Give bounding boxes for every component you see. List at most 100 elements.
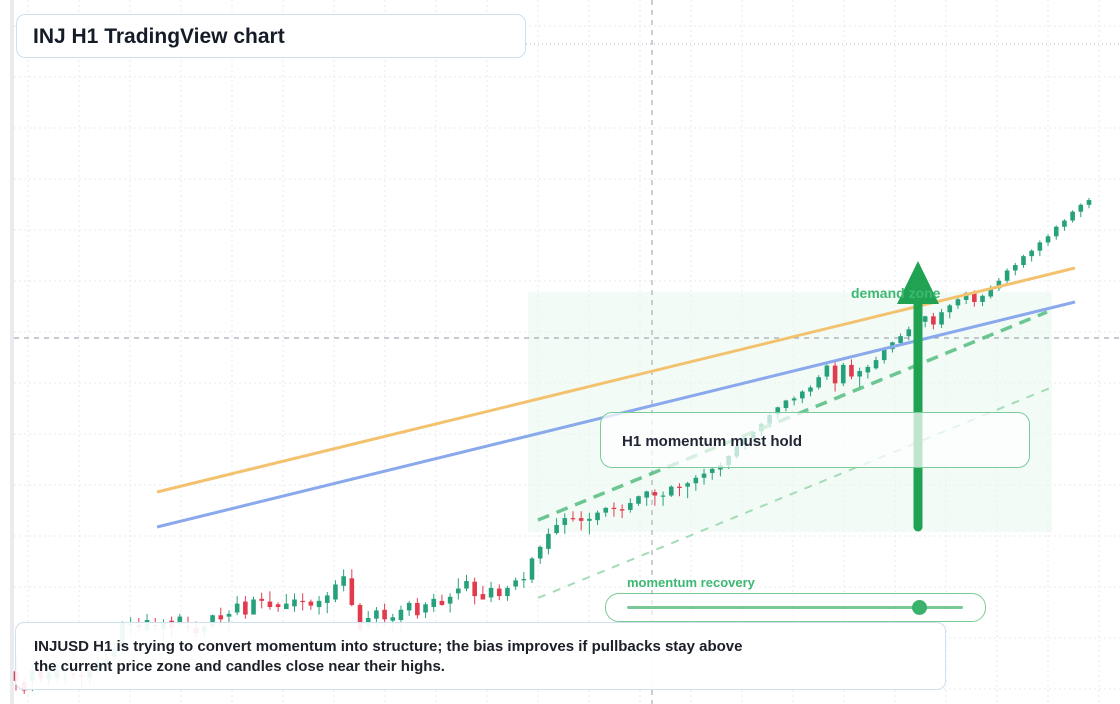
candle-body: [333, 584, 338, 600]
candle: [578, 511, 584, 531]
candle-body: [1029, 250, 1034, 257]
candle: [1021, 254, 1026, 268]
candle: [308, 599, 314, 610]
candle-body: [521, 578, 527, 581]
candle-body: [652, 492, 658, 496]
candle-body: [1004, 270, 1010, 281]
candle-body: [218, 615, 224, 620]
candle: [537, 545, 543, 564]
candle: [546, 528, 551, 555]
candle-body: [267, 601, 273, 608]
candle-body: [415, 602, 420, 616]
candle-body: [1012, 265, 1018, 271]
candle-body: [1037, 242, 1043, 251]
candle-body: [1062, 220, 1067, 227]
candle: [1070, 210, 1075, 223]
candle: [341, 569, 346, 592]
candle: [996, 278, 1002, 292]
candle: [521, 572, 527, 588]
candle-body: [398, 609, 404, 621]
candle-body: [234, 603, 240, 613]
candle: [562, 513, 568, 534]
candle-body: [824, 365, 830, 377]
candle-body: [292, 599, 297, 607]
candle: [505, 585, 510, 601]
candle: [456, 578, 461, 600]
candle: [554, 518, 559, 535]
candle: [570, 511, 576, 522]
candle-body: [791, 398, 797, 401]
candle: [873, 356, 879, 370]
candle-body: [628, 503, 633, 510]
candle: [1004, 268, 1010, 284]
candle: [1012, 262, 1018, 276]
candle-body: [873, 360, 879, 369]
candle-body: [677, 486, 682, 489]
candle: [939, 308, 944, 328]
candle: [472, 577, 477, 605]
candle: [636, 495, 641, 506]
momentum-slider[interactable]: [605, 593, 986, 622]
candle: [832, 362, 838, 392]
candle: [292, 593, 297, 612]
candle-body: [603, 507, 609, 513]
candle: [275, 602, 281, 612]
candle: [783, 399, 789, 412]
candle: [791, 396, 797, 406]
candle: [808, 385, 813, 397]
candle-body: [800, 391, 805, 399]
candle: [693, 475, 699, 491]
momentum-callout-text: H1 momentum must hold: [622, 433, 803, 450]
candle-body: [939, 312, 944, 325]
candle: [824, 363, 830, 380]
candle: [259, 592, 265, 609]
candle-body: [701, 473, 707, 478]
candle: [603, 507, 609, 517]
demand-zone-label: demand zone: [851, 285, 941, 301]
candle-body: [988, 288, 994, 297]
candle-body: [513, 580, 518, 587]
candle: [1029, 249, 1034, 262]
candle-body: [816, 377, 822, 388]
candle-body: [587, 518, 592, 521]
momentum-callout: H1 momentum must hold: [600, 412, 1030, 468]
candle-body: [529, 558, 535, 580]
candle: [857, 367, 862, 389]
up-arrow-icon: [897, 261, 939, 304]
candle-body: [947, 305, 953, 313]
momentum-slider-label: momentum recovery: [627, 575, 755, 590]
candle-body: [881, 349, 887, 361]
candle: [701, 468, 707, 485]
candle: [349, 569, 355, 607]
candle-body: [808, 387, 813, 392]
candle: [496, 584, 502, 601]
candle-body: [226, 613, 232, 617]
candle: [488, 581, 494, 603]
candle: [300, 593, 305, 611]
candle: [709, 466, 715, 480]
candle-body: [865, 366, 871, 373]
channel-dashed-upper: [537, 310, 1048, 522]
candle-body: [505, 587, 510, 597]
candle-body: [324, 595, 330, 603]
candle-body: [562, 518, 568, 525]
candle-body: [472, 581, 477, 597]
candle: [660, 491, 666, 506]
candle-body: [251, 599, 256, 615]
candle: [513, 577, 518, 590]
candle-body: [685, 483, 690, 487]
candle-body: [1045, 236, 1051, 243]
candle: [324, 591, 330, 614]
chart-title: INJ H1 TradingView chart: [33, 25, 285, 48]
candle: [316, 596, 322, 615]
momentum-slider-knob[interactable]: [912, 600, 928, 615]
candle-body: [1053, 226, 1059, 237]
candle: [595, 510, 600, 525]
candle-body: [955, 299, 961, 306]
description-text: INJUSD H1 is trying to convert momentum …: [34, 638, 743, 675]
candle-body: [210, 615, 215, 627]
candle: [881, 349, 887, 364]
candle: [447, 593, 453, 613]
candle-body: [832, 365, 838, 384]
candle-body: [1086, 200, 1092, 205]
